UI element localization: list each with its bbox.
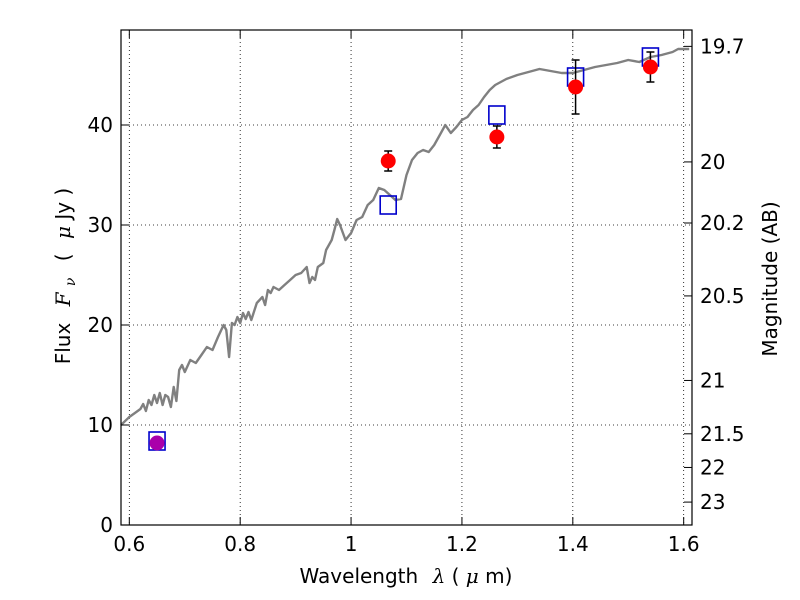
- synthetic-photometry-series: [148, 47, 660, 451]
- y-tick-label: 10: [88, 413, 113, 437]
- x-tick-label: 1: [345, 532, 358, 556]
- observed-point: [149, 435, 165, 451]
- model-spectrum-line: [120, 47, 690, 426]
- x-tick-label: 1.4: [557, 532, 589, 556]
- x-axis-unit-close: m): [485, 564, 512, 588]
- x-tick-label: 0.8: [224, 532, 256, 556]
- x-tick-label: 1.2: [446, 532, 478, 556]
- mag-tick-label: 21: [700, 368, 725, 392]
- y-axis-unit-open: (: [51, 253, 75, 261]
- y-tick-label: 40: [88, 113, 113, 137]
- grid-lines: [121, 30, 692, 526]
- y-axis-symbol: F: [51, 291, 75, 307]
- y-axis-title: Flux F ν ( μ Jy ): [51, 188, 80, 365]
- synthetic-point: [488, 105, 506, 125]
- observed-point: [380, 153, 396, 169]
- observed-point: [568, 79, 584, 95]
- x-tick-label: 0.6: [113, 532, 145, 556]
- x-axis-title-text: Wavelength: [300, 564, 419, 588]
- axis-ticks: 0.6 0.8 1 1.2 1.4 1.6 0 10 20 30 40 19.7 20 20.2 20.5 2…: [88, 30, 745, 556]
- y-axis-unit-close: Jy ): [51, 188, 75, 222]
- y-axis-subscript: ν: [63, 277, 79, 286]
- x-tick-label: 1.6: [668, 532, 700, 556]
- mag-tick-label: 19.7: [700, 34, 745, 58]
- x-axis-symbol: λ: [432, 564, 446, 588]
- synthetic-point: [379, 195, 398, 215]
- mag-tick-label: 23: [700, 490, 725, 514]
- y-axis-title-text: Flux: [51, 323, 75, 365]
- mag-tick-label: 20.5: [700, 284, 745, 308]
- plot-frame: [120, 29, 693, 526]
- y-axis-unit-mu: μ: [51, 226, 75, 239]
- x-axis-unit-open: (: [452, 564, 460, 588]
- model-spectrum-series: [120, 47, 690, 426]
- x-axis-title: Wavelength λ ( μ m): [300, 564, 513, 588]
- y2-axis-title: Magnitude (AB): [758, 201, 782, 356]
- y-tick-label: 20: [88, 313, 113, 337]
- mag-tick-label: 20.2: [700, 211, 745, 235]
- y-tick-label: 0: [100, 513, 113, 537]
- observed-point: [642, 59, 658, 75]
- mag-tick-label: 20: [700, 150, 725, 174]
- observed-point: [489, 129, 505, 145]
- mag-tick-label: 21.5: [700, 422, 745, 446]
- mag-tick-label: 22: [700, 455, 725, 479]
- x-axis-unit-mu: μ: [466, 564, 479, 588]
- y-tick-label: 30: [88, 213, 113, 237]
- observed-photometry-series: [149, 51, 658, 451]
